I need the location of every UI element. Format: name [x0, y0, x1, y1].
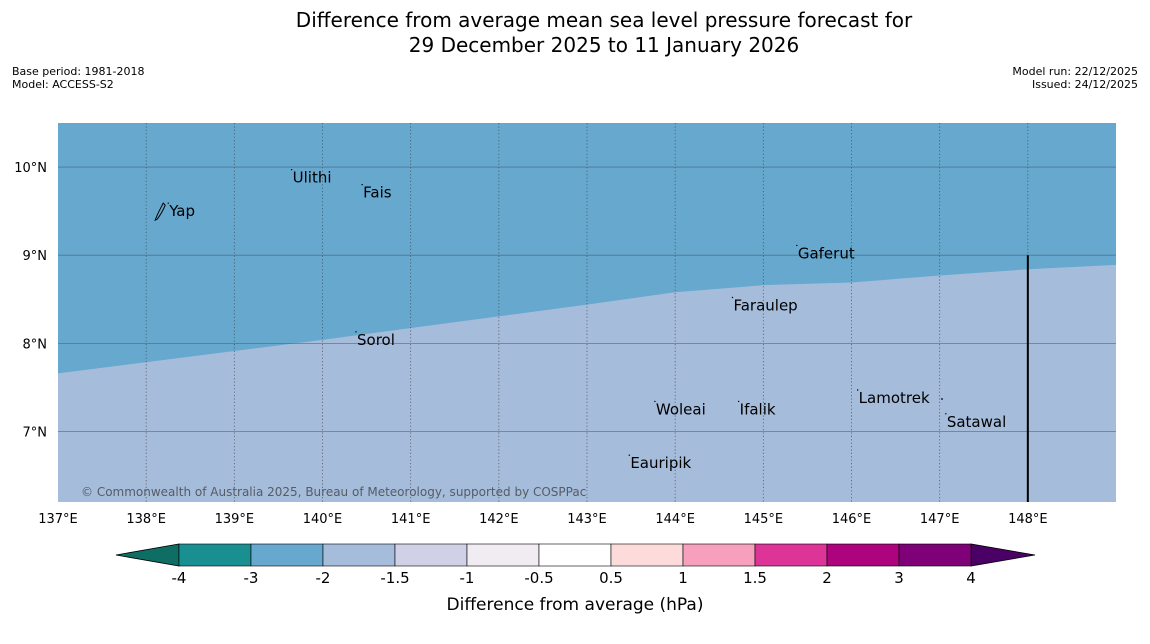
lon-tick-label: 140°E: [303, 512, 343, 527]
title-line-2: 29 December 2025 to 11 January 2026: [408, 33, 800, 57]
meta-right: Model run: 22/12/2025 Issued: 24/12/2025: [1012, 65, 1138, 91]
colorbar-bin: [826, 543, 900, 567]
island-marker: [796, 244, 798, 247]
colorbar-tick-label: -2: [316, 569, 331, 587]
lon-tick-label: 144°E: [655, 512, 695, 527]
place-label-ulithi: Ulithi: [293, 169, 332, 187]
place-label-ifalik: Ifalik: [740, 400, 776, 418]
lon-tick-label: 137°E: [38, 512, 78, 527]
colorbar-bin: [250, 543, 324, 567]
yap-island-icon: [154, 202, 166, 222]
lat-tick-label: 8°N: [23, 337, 48, 352]
colorbar-bin: [394, 543, 468, 567]
lat-tick-label: 9°N: [23, 249, 48, 264]
colorbar-tick-label: -1.5: [380, 569, 409, 587]
colorbar-tick-label: -0.5: [524, 569, 553, 587]
island-marker: [856, 389, 859, 391]
model-name: Model: ACCESS-S2: [12, 78, 114, 91]
lat-tick-label: 7°N: [23, 425, 48, 440]
map-title: Difference from average mean sea level p…: [0, 8, 1150, 58]
colorbar-bin: [322, 543, 396, 567]
place-label-sorol: Sorol: [357, 331, 395, 349]
colorbar-bin: [610, 543, 684, 567]
place-label-faraulep: Faraulep: [733, 296, 797, 314]
colorbar-bin: [178, 543, 252, 567]
colorbar-tick-label: 0.5: [599, 569, 623, 587]
island-marker: [654, 400, 656, 403]
colorbar: -4 -3 -2 -1.5 -1 -0.5 0.5 1 1.5 2 3 4 Difference fro…: [115, 543, 1036, 615]
place-label-satawal: Satawal: [947, 413, 1006, 431]
colorbar-tick-label: 2: [822, 569, 832, 587]
colorbar-tick-label: -3: [244, 569, 259, 587]
colorbar-tick-label: 4: [966, 569, 976, 587]
island-marker: [167, 202, 169, 204]
colorbar-tick-label: 1.5: [743, 569, 767, 587]
island-marker: [731, 296, 734, 299]
lon-tick-label: 147°E: [920, 512, 960, 527]
island-marker: [941, 398, 943, 400]
lon-tick-label: 143°E: [567, 512, 607, 527]
island-marker: [945, 413, 947, 415]
place-label-eauripik: Eauripik: [630, 454, 691, 472]
colorbar-bin: [466, 543, 540, 567]
lon-tick-label: 138°E: [126, 512, 166, 527]
lon-tick-label: 141°E: [391, 512, 431, 527]
colorbar-extend-high: [970, 543, 1036, 567]
colorbar-tick-label: -1: [460, 569, 475, 587]
colorbar-extend-low: [115, 543, 180, 567]
copyright-notice: © Commonwealth of Australia 2025, Bureau…: [81, 485, 586, 499]
lon-tick-label: 145°E: [744, 512, 784, 527]
colorbar-bin: [682, 543, 756, 567]
title-line-1: Difference from average mean sea level p…: [295, 8, 913, 32]
island-marker: [628, 454, 631, 456]
map-axes: 137°E 138°E 139°E 140°E 141°E 142°E 143°E 144°E…: [14, 161, 1047, 527]
lat-tick-label: 10°N: [14, 161, 47, 176]
lon-tick-label: 139°E: [215, 512, 255, 527]
place-label-gaferut: Gaferut: [798, 244, 855, 262]
island-marker: [290, 168, 293, 171]
lon-tick-label: 146°E: [832, 512, 872, 527]
colorbar-bin: [898, 543, 972, 567]
island-marker: [737, 400, 740, 403]
colorbar-title: Difference from average (hPa): [447, 595, 704, 615]
lon-tick-label: 142°E: [479, 512, 519, 527]
colorbar-tick-label: 1: [678, 569, 688, 587]
issued-date: Issued: 24/12/2025: [1031, 78, 1138, 91]
place-label-fais: Fais: [363, 184, 392, 202]
place-label-lamotrek: Lamotrek: [859, 389, 930, 407]
island-marker: [361, 183, 363, 186]
meta-left: Base period: 1981-2018 Model: ACCESS-S2: [12, 65, 144, 91]
colorbar-tick-label: -4: [172, 569, 187, 587]
place-label-woleai: Woleai: [656, 400, 706, 418]
lon-tick-label: 148°E: [1008, 512, 1048, 527]
place-label-yap: Yap: [168, 202, 195, 220]
island-marker: [355, 331, 357, 333]
model-run: Model run: 22/12/2025: [1012, 65, 1138, 78]
colorbar-bin: [754, 543, 828, 567]
colorbar-tick-label: 3: [894, 569, 904, 587]
base-period: Base period: 1981-2018: [12, 65, 145, 78]
map-area: Ulithi Fais Yap Gaferut Faraulep Sorol Lamotre…: [58, 123, 1116, 502]
colorbar-bin: [538, 543, 612, 567]
